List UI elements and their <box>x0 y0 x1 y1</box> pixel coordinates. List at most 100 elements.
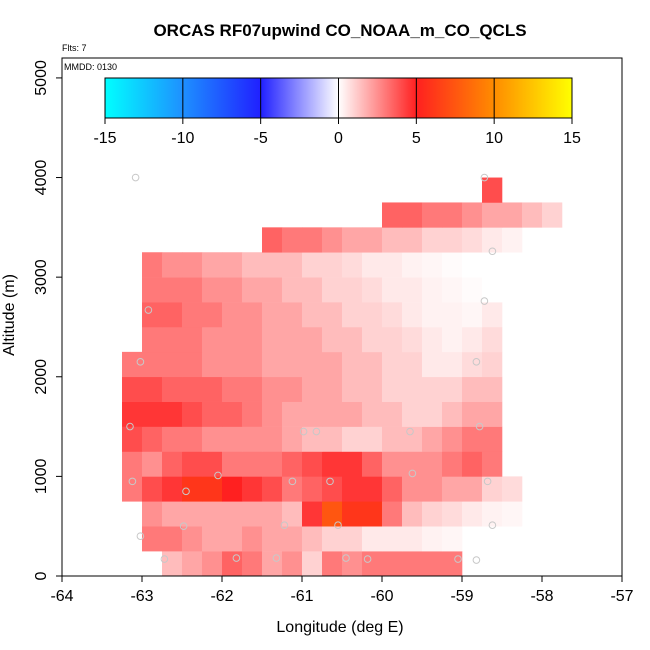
heatmap-cell <box>362 476 383 502</box>
heatmap-cell <box>282 526 303 552</box>
heatmap-cell <box>222 501 243 527</box>
x-axis: -64 -63 -62 -61 -60 -59 -58 -57 <box>50 576 634 605</box>
heatmap-cell <box>342 451 363 477</box>
sample-point <box>288 477 297 486</box>
heatmap-cell <box>202 326 223 353</box>
heatmap-cell <box>462 476 483 502</box>
heatmap-cell <box>382 351 403 378</box>
heatmap-cell <box>302 227 323 253</box>
heatmap-cell <box>362 227 383 253</box>
y-axis-label: Altitude (m) <box>1 274 18 356</box>
heatmap-cell <box>422 326 443 353</box>
heatmap-cell <box>262 551 283 577</box>
heatmap-cell <box>182 277 203 303</box>
heatmap-cell <box>162 401 183 427</box>
heatmap-cell <box>262 426 283 452</box>
heatmap-cell <box>302 302 323 328</box>
heatmap-cell <box>142 476 163 502</box>
heatmap-cell <box>242 501 263 527</box>
sample-point <box>160 555 169 563</box>
heatmap-cell <box>402 227 423 253</box>
heatmap-cell <box>142 426 163 452</box>
sample-point <box>128 477 137 486</box>
heatmap-cell <box>402 277 423 303</box>
heatmap-cell <box>162 476 183 502</box>
heatmap-cell <box>462 302 483 328</box>
heatmap-cell <box>442 252 463 278</box>
heatmap-cell <box>402 202 423 228</box>
heatmap-cell <box>482 252 503 278</box>
heatmap-cell <box>262 376 283 402</box>
heatmap-cell <box>482 451 503 477</box>
sample-point <box>480 173 489 182</box>
heatmap-cell <box>442 376 463 402</box>
heatmap-cell <box>462 277 483 303</box>
heatmap-cell <box>322 277 343 303</box>
heatmap-cell <box>262 501 283 527</box>
heatmap-cell <box>182 252 203 278</box>
heatmap-cell <box>382 326 403 353</box>
heatmap-cell <box>202 501 223 527</box>
heatmap-cell <box>202 551 223 577</box>
heatmap-cell <box>422 401 443 427</box>
heatmap-cell <box>442 551 463 577</box>
heatmap-cell <box>242 252 263 278</box>
heatmap-cell <box>142 302 163 328</box>
heatmap-cell <box>242 277 263 303</box>
sample-point <box>126 422 134 431</box>
sample-point <box>483 477 492 486</box>
y-tick-label: 2000 <box>33 359 50 395</box>
heatmap-cell <box>342 526 363 552</box>
sample-point <box>232 554 241 562</box>
heatmap-cell <box>422 426 443 452</box>
heatmap-cell <box>462 202 483 228</box>
heatmap-cell <box>322 426 343 452</box>
heatmap-cell <box>442 351 463 378</box>
heatmap-cell <box>382 302 403 328</box>
heatmap-cell <box>382 501 403 527</box>
heatmap-cell <box>222 401 243 427</box>
heatmap-cell <box>322 252 343 278</box>
heatmap-cell <box>442 401 463 427</box>
heatmap-cell <box>442 501 463 527</box>
heatmap-cell <box>302 401 323 427</box>
heatmap-cell <box>462 351 483 378</box>
heatmap-cell <box>422 252 443 278</box>
sample-point <box>488 247 497 256</box>
heatmap-cell <box>322 476 343 502</box>
heatmap-cell <box>322 451 343 477</box>
sample-point <box>454 555 462 563</box>
heatmap-cell <box>482 476 503 502</box>
y-tick-label: 4000 <box>33 160 50 196</box>
heatmap-cell <box>362 252 383 278</box>
heatmap-cell <box>122 401 143 427</box>
heatmap-cell <box>382 252 403 278</box>
colorbar: -15 -10 -5 0 5 10 15 <box>93 77 581 147</box>
heatmap-cell <box>342 426 363 452</box>
sample-point <box>472 556 481 564</box>
heatmap-cell <box>402 501 423 527</box>
heatmap-cell <box>342 376 363 402</box>
heatmap-cell <box>402 252 423 278</box>
heatmap-cell <box>402 326 423 353</box>
heatmap-cell <box>222 277 243 303</box>
heatmap-cell <box>342 476 363 502</box>
sample-point <box>363 555 372 563</box>
heatmap-cell <box>482 177 503 203</box>
heatmap-cell <box>342 401 363 427</box>
heatmap-cell <box>302 351 323 378</box>
sample-point <box>280 521 289 529</box>
heatmap-cell <box>302 252 323 278</box>
heatmap-cell <box>302 476 323 502</box>
heatmap-cell <box>242 451 263 477</box>
heatmap-cell <box>362 551 383 577</box>
heatmap-cell <box>262 401 283 427</box>
heatmap-cell <box>322 501 343 527</box>
heatmap-cell <box>282 326 303 353</box>
heatmap-cell <box>122 451 143 477</box>
heatmap-cell <box>462 252 483 278</box>
heatmap-cell <box>422 302 443 328</box>
heatmap-cell <box>402 401 423 427</box>
heatmap-cell <box>462 426 483 452</box>
y-tick-label: 5000 <box>33 60 50 96</box>
